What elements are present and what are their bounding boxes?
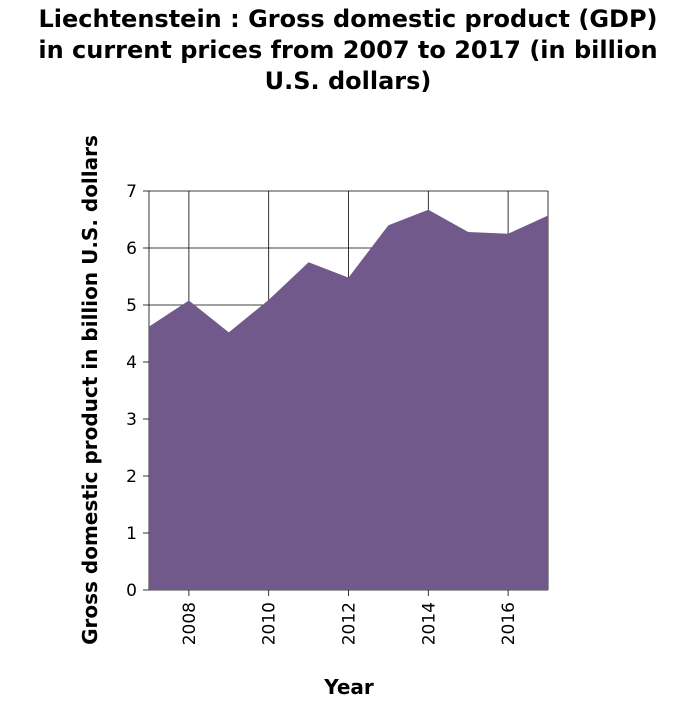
x-tick-label: 2014 <box>419 602 439 645</box>
y-tick-label: 6 <box>126 239 137 259</box>
chart-title-line-1: Liechtenstein : Gross domestic product (… <box>38 5 658 33</box>
x-tick-label: 2010 <box>260 602 280 645</box>
x-tick-label: 2016 <box>499 602 519 645</box>
x-tick-label: 2008 <box>180 602 200 645</box>
y-tick-label: 7 <box>126 182 137 202</box>
y-tick-label: 0 <box>126 581 137 601</box>
y-tick-label: 1 <box>126 524 137 544</box>
chart-title-line-3: U.S. dollars) <box>264 67 432 95</box>
y-tick-label: 3 <box>126 410 137 430</box>
y-tick-label: 2 <box>126 467 137 487</box>
x-axis-label: Year <box>323 675 374 699</box>
gdp-area <box>149 209 548 590</box>
x-tick-label: 2012 <box>340 602 360 645</box>
y-tick-label: 5 <box>126 296 137 316</box>
axis-ticks: 0 1 2 3 4 5 6 7 2008 2010 2012 2014 2016 <box>126 182 519 645</box>
chart-title-line-2: in current prices from 2007 to 2017 (in … <box>38 36 658 64</box>
y-tick-label: 4 <box>126 353 137 373</box>
chart-title: Liechtenstein : Gross domestic product (… <box>0 4 696 97</box>
y-axis-label: Gross domestic product in billion U.S. d… <box>78 135 102 645</box>
